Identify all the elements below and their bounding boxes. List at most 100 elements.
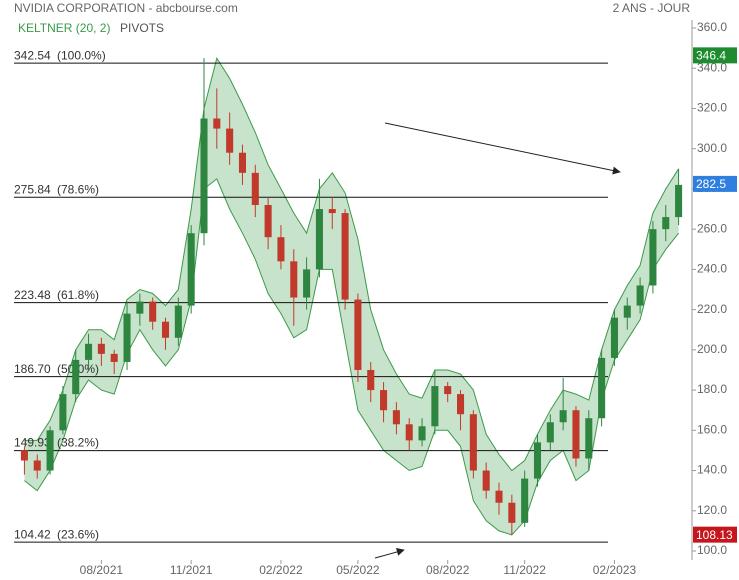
- price-tag: [693, 47, 737, 64]
- price-tag-label: 346.4: [696, 49, 726, 63]
- candle-body: [161, 321, 170, 338]
- x-tick-label: 05/2022: [336, 563, 380, 577]
- candle-body: [213, 118, 221, 129]
- candle-body: [354, 299, 362, 370]
- candle-body: [508, 502, 516, 523]
- candle-body: [46, 430, 54, 471]
- chart-subtitle: 2 ANS - JOUR: [613, 1, 691, 15]
- candle-body: [521, 478, 529, 523]
- legend-pivots: PIVOTS: [120, 21, 164, 35]
- y-tick-label: 240.0: [697, 262, 727, 276]
- candle-body: [546, 422, 554, 443]
- candle-body: [457, 394, 465, 415]
- y-tick-label: 360.0: [697, 20, 727, 34]
- candle-body: [636, 285, 644, 306]
- chart-title: NVIDIA CORPORATION - abcbourse.com: [14, 1, 238, 15]
- candle-body: [251, 172, 259, 206]
- candle-body: [20, 450, 28, 461]
- arrow: [374, 548, 405, 559]
- candle-body: [290, 261, 298, 298]
- candle-body: [226, 128, 234, 153]
- y-tick-label: 180.0: [697, 382, 727, 396]
- legend-keltner: KELTNER (20, 2): [18, 21, 110, 35]
- x-tick-label: 08/2022: [426, 563, 470, 577]
- x-tick-label: 08/2021: [80, 563, 124, 577]
- y-tick-label: 340.0: [697, 60, 727, 74]
- candle-body: [610, 317, 618, 358]
- y-tick-label: 260.0: [697, 221, 727, 235]
- y-tick-label: 220.0: [697, 302, 727, 316]
- x-tick-label: 02/2022: [259, 563, 303, 577]
- y-tick-label: 160.0: [697, 422, 727, 436]
- candle-body: [662, 217, 670, 230]
- candle-body: [469, 414, 477, 471]
- pivot-pct: (61.8%): [57, 288, 99, 302]
- candle-body: [59, 394, 67, 431]
- candle-body: [136, 301, 144, 314]
- candle-body: [123, 313, 131, 362]
- pivot-level: 149.93: [14, 436, 51, 450]
- band-upper: [24, 56, 680, 472]
- candle-body: [33, 460, 41, 471]
- x-tick-label: 02/2023: [593, 563, 637, 577]
- pivot-level: 275.84: [14, 182, 51, 196]
- candle-body: [585, 418, 593, 459]
- candle-body: [328, 209, 336, 214]
- candle-body: [482, 470, 490, 491]
- candle-body: [315, 209, 323, 270]
- candle-body: [187, 233, 195, 306]
- y-tick-label: 100.0: [697, 543, 727, 557]
- candle-body: [110, 353, 118, 362]
- candle-body: [495, 490, 503, 503]
- candle-body: [392, 410, 400, 425]
- candle-body: [533, 442, 542, 479]
- x-tick-label: 11/2021: [170, 563, 213, 577]
- candle-body: [675, 184, 683, 218]
- band-fill: [24, 58, 679, 535]
- price-tag-label: 108.13: [696, 528, 733, 542]
- candle-body: [598, 357, 606, 419]
- y-tick-label: 140.0: [697, 463, 727, 477]
- candle-body: [149, 301, 157, 322]
- candle-body: [341, 213, 349, 300]
- candle-body: [238, 152, 246, 173]
- candle-body: [559, 410, 567, 423]
- price-tag: [693, 175, 737, 192]
- candle-body: [444, 386, 452, 395]
- y-tick-label: 200.0: [697, 342, 727, 356]
- candle-body: [303, 269, 311, 298]
- candle-body: [72, 359, 80, 395]
- band-lower: [24, 178, 679, 536]
- pivot-pct: (38.2%): [57, 436, 99, 450]
- x-tick-label: 11/2022: [503, 563, 546, 577]
- pivot-level: 223.48: [14, 288, 51, 302]
- pivot-pct: (78.6%): [57, 182, 99, 196]
- candle-body: [174, 305, 182, 338]
- candle-body: [97, 343, 105, 354]
- candle-body: [277, 237, 285, 262]
- arrow: [384, 122, 621, 175]
- price-tag-label: 282.5: [696, 177, 726, 191]
- candle-body: [200, 118, 208, 234]
- pivot-pct: (100.0%): [57, 48, 106, 62]
- pivot-level: 104.42: [14, 527, 51, 541]
- candle-body: [367, 369, 375, 391]
- candle-body: [431, 386, 439, 427]
- candle-body: [380, 390, 388, 411]
- y-tick-label: 320.0: [697, 101, 727, 115]
- candle-body: [572, 410, 580, 459]
- candle-body: [405, 424, 413, 441]
- candle-body: [649, 229, 657, 286]
- y-tick-label: 300.0: [697, 141, 727, 155]
- y-tick-label: 120.0: [697, 503, 727, 517]
- pivot-level: 342.54: [14, 48, 51, 62]
- candle-body: [418, 426, 426, 441]
- pivot-pct: (23.6%): [57, 527, 99, 541]
- candle-body: [264, 205, 272, 238]
- candle-body: [85, 343, 93, 360]
- price-tag: [693, 526, 737, 543]
- candle-body: [623, 305, 631, 318]
- pivot-level: 186.70: [14, 362, 51, 376]
